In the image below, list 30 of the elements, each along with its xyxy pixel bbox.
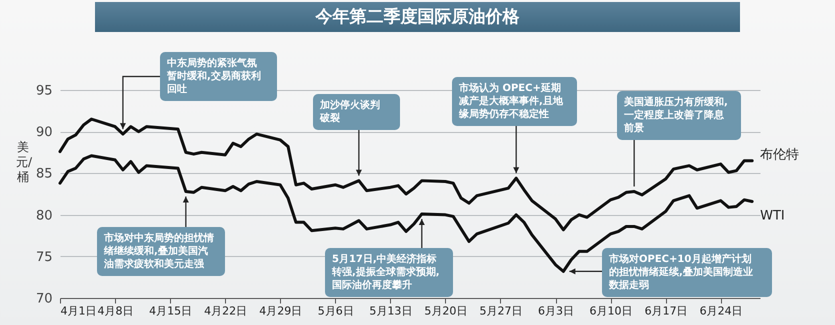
x-tick-label: 6月3日 bbox=[538, 304, 574, 318]
x-tick-label: 6月10日 bbox=[590, 304, 633, 318]
series-label: 布伦特 bbox=[760, 148, 800, 163]
series-label: WTI bbox=[760, 208, 785, 224]
y-axis-title: 美元/桶 bbox=[16, 140, 32, 185]
x-tick-label: 6月17日 bbox=[644, 304, 688, 318]
x-tick-label: 6月24日 bbox=[700, 304, 743, 318]
annotation: 加沙停火谈判破裂 bbox=[313, 94, 400, 130]
y-tick-label: 80 bbox=[36, 208, 52, 224]
x-tick-label: 4月1日 bbox=[60, 304, 96, 318]
annotation: 市场认为 OPEC+延期减产是大概率事件,且地缘局势仍存不稳定性 bbox=[452, 77, 577, 126]
annotation: 美国通胀压力有所缓和,一定程度上改善了降息前景 bbox=[617, 91, 741, 140]
x-tick-label: 5月20日 bbox=[424, 304, 468, 318]
y-tick-label: 90 bbox=[36, 125, 52, 140]
x-tick-label: 4月22日 bbox=[204, 304, 248, 318]
y-tick-label: 70 bbox=[36, 292, 52, 306]
x-tick-label: 5月13日 bbox=[369, 304, 412, 318]
y-tick-label: 75 bbox=[36, 250, 52, 265]
annotation: 市场对OPEC+10月起增产计划的担忧情绪延续,叠加美国制造业数据走弱 bbox=[602, 248, 772, 297]
x-tick-label: 5月27日 bbox=[479, 304, 522, 318]
chart-title: 今年第二季度国际原油价格 bbox=[95, 2, 740, 32]
annotation: 5月17日,中美经济指标转强,提振全球需求预期,国际油价再度攀升 bbox=[325, 248, 453, 297]
x-tick-label: 5月6日 bbox=[318, 304, 354, 318]
x-tick-label: 4月8日 bbox=[98, 304, 134, 318]
y-tick-label: 85 bbox=[36, 166, 52, 182]
x-tick-label: 4月15日 bbox=[149, 304, 192, 318]
x-tick-label: 4月29日 bbox=[259, 304, 302, 318]
y-tick-label: 95 bbox=[36, 84, 52, 98]
annotation: 中东局势的紧张气氛暂时缓和,交易商获利回吐 bbox=[160, 52, 277, 101]
annotation: 市场对中东局势的担忧情绪继续缓和,叠加美国汽油需求疲软和美元走强 bbox=[97, 227, 225, 276]
